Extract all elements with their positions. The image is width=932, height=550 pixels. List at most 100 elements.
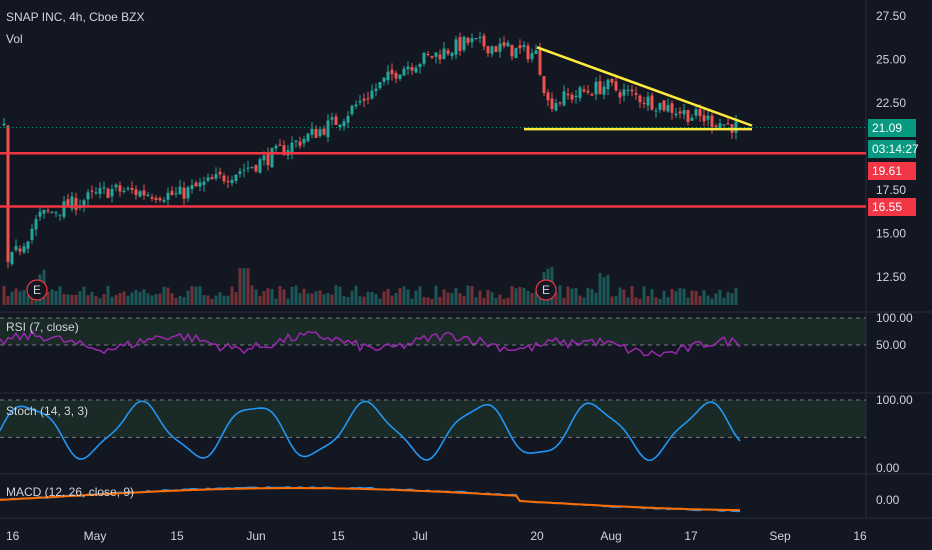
volume-bar (698, 295, 702, 305)
volume-bar (486, 289, 490, 305)
candle-body (158, 198, 162, 201)
volume-bar (614, 295, 618, 305)
volume-bar (418, 286, 422, 305)
candle-body (246, 167, 250, 169)
volume-bar (294, 285, 298, 305)
earnings-marker-letter: E (33, 283, 41, 297)
volume-bar (362, 296, 366, 305)
volume-bar (346, 297, 350, 305)
candle-body (138, 191, 142, 197)
candle-body (490, 46, 494, 54)
macd-signal-line (0, 487, 741, 512)
candle-body (430, 55, 434, 58)
candle-body (630, 89, 634, 92)
candle-body (534, 50, 538, 55)
candle-body (314, 129, 318, 138)
volume-bar (442, 289, 446, 305)
volume-bar (230, 286, 234, 305)
candle-body (614, 81, 618, 91)
volume-bar (62, 294, 66, 305)
candle-body (638, 95, 642, 103)
candle-body (678, 111, 682, 114)
volume-bar (430, 298, 434, 305)
candle-body (722, 124, 726, 126)
candle-body (170, 190, 174, 195)
candle-body (278, 144, 282, 146)
candle-body (586, 90, 590, 93)
volume-bar (634, 297, 638, 305)
candle-body (186, 187, 190, 199)
volume-bar (478, 290, 482, 305)
candle-body (634, 93, 638, 95)
descending-trendline (536, 46, 753, 127)
candle-body (338, 124, 342, 128)
candle-body (46, 210, 50, 212)
last-price-tag: 21.09 (868, 119, 916, 137)
volume-bar (482, 297, 486, 305)
candle-body (582, 89, 586, 92)
candle-body (518, 45, 522, 49)
countdown-tag: 03:14:27 (868, 140, 919, 158)
candle-body (310, 128, 314, 135)
candle-body (414, 67, 418, 73)
candle-body (30, 228, 34, 240)
candle-body (622, 89, 626, 96)
time-axis-tick: 17 (684, 529, 698, 543)
candle-body (190, 184, 194, 190)
candle-body (422, 52, 426, 64)
volume-bar (718, 289, 722, 305)
candle-body (206, 177, 210, 181)
candle-body (594, 81, 598, 95)
candle-body (686, 109, 690, 122)
candle-body (550, 98, 554, 110)
candle-body (234, 174, 238, 182)
volume-bar (686, 297, 690, 305)
candle-body (150, 197, 154, 199)
candle-body (374, 88, 378, 92)
volume-bar (2, 286, 6, 305)
volume-bar (526, 290, 530, 305)
candle-body (210, 177, 214, 180)
price-axis-tick: 22.50 (876, 96, 906, 110)
candle-body (226, 180, 230, 183)
candle-body (382, 77, 386, 82)
volume-bar (494, 297, 498, 305)
volume-bar (358, 296, 362, 305)
volume-bar (618, 287, 622, 305)
time-axis-tick: Aug (600, 529, 621, 543)
candle-body (154, 197, 158, 200)
volume-bar (330, 294, 334, 305)
volume-bar (22, 290, 26, 305)
time-axis-tick: 20 (530, 529, 544, 543)
candle-body (134, 189, 138, 195)
candle-body (350, 105, 354, 115)
time-axis-tick: 16 (853, 529, 867, 543)
volume-bar (438, 297, 442, 305)
candle-body (718, 123, 722, 130)
candle-body (106, 188, 110, 198)
volume-bar (194, 286, 198, 305)
volume-bar (190, 286, 194, 305)
volume-bar (466, 285, 470, 305)
time-axis-tick: 16 (6, 529, 20, 543)
candle-body (410, 67, 414, 71)
volume-bar (218, 292, 222, 305)
volume-bar (10, 291, 14, 305)
candle-body (330, 117, 334, 120)
volume-bar (558, 285, 562, 305)
candle-body (282, 145, 286, 156)
volume-bar (270, 289, 274, 305)
volume-bar (154, 294, 158, 305)
volume-bar (314, 291, 318, 305)
candle-body (378, 82, 382, 89)
candle-body (182, 187, 186, 199)
volume-bar (94, 296, 98, 305)
candle-body (662, 100, 666, 111)
volume-bar (574, 287, 578, 305)
volume-bar (682, 288, 686, 305)
volume-bar (90, 291, 94, 305)
volume-bar (578, 295, 582, 305)
candle-body (626, 89, 630, 91)
candle-body (546, 92, 550, 101)
